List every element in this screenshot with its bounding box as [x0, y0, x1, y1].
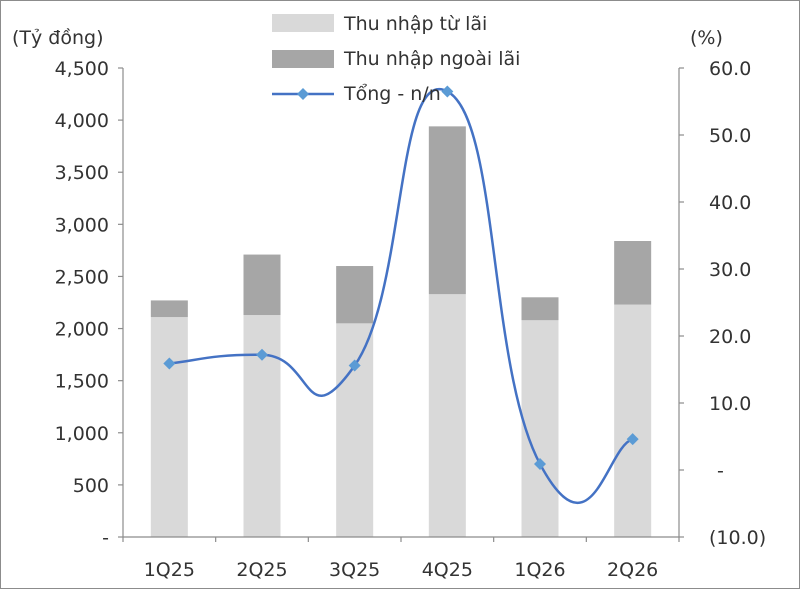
total-yoy-point-2q25: [256, 348, 268, 361]
total-yoy-line: [169, 87, 634, 505]
left-tick-label: 4,500: [55, 58, 109, 80]
right-tick-label: 40.0: [709, 192, 751, 214]
bar-non-interest-2q25: [243, 254, 281, 316]
bar-non-interest-4q25: [428, 126, 466, 295]
line-layer: [163, 85, 639, 505]
bar-interest-4q25: [428, 294, 466, 537]
bar-interest-3q25: [336, 323, 374, 537]
bar-non-interest-1q26: [521, 297, 559, 321]
right-tick-label: -: [717, 460, 724, 482]
right-tick-label: 50.0: [709, 125, 751, 147]
bars-layer: [150, 126, 652, 537]
axes-layer: [122, 68, 680, 538]
left-tick-label: -: [102, 527, 109, 549]
total-yoy-point-1q25: [163, 357, 176, 370]
left-tick-label: 2,000: [55, 319, 109, 341]
legend-label-total-yoy: Tổng - n/n: [343, 83, 441, 105]
right-tick-label: (10.0): [709, 527, 766, 549]
left-tick-label: 3,500: [55, 162, 109, 184]
x-tick-label-1q25: 1Q25: [144, 559, 195, 581]
legend-label-non-interest-income: Thu nhập ngoài lãi: [343, 48, 520, 70]
total-yoy-point-3q25: [348, 359, 361, 372]
bar-interest-2q25: [243, 315, 281, 537]
x-tick-label-2q26: 2Q26: [607, 559, 658, 581]
x-tick-label-4q25: 4Q25: [422, 559, 473, 581]
legend-swatch-interest-income: [272, 14, 334, 32]
left-tick-label: 3,000: [55, 214, 109, 236]
total-yoy-point-2q26: [626, 433, 639, 446]
left-tick-label: 4,000: [55, 110, 109, 132]
right-axis-unit-label: (%): [690, 27, 723, 49]
bar-non-interest-2q26: [614, 241, 652, 305]
total-yoy-point-4q25: [441, 85, 454, 98]
left-tick-label: 2,500: [55, 266, 109, 288]
ticks-layer: - 500 1,000 1,500 2,000 2,500 3,000 3,500 4,000 4…: [55, 58, 767, 581]
x-tick-label-3q25: 3Q25: [329, 559, 380, 581]
left-tick-label: 500: [73, 475, 109, 497]
bar-non-interest-3q25: [336, 266, 374, 324]
x-tick-label-1q26: 1Q26: [514, 559, 565, 581]
legend: Thu nhập từ lãi Thu nhập ngoài lãi Tổng …: [272, 13, 520, 105]
legend-swatch-non-interest-income: [272, 50, 334, 68]
left-axis-unit-label: (Tỷ đồng): [12, 27, 104, 49]
legend-marker-total-yoy: [297, 88, 309, 100]
right-tick-label: 60.0: [709, 58, 751, 80]
right-tick-label: 10.0: [709, 393, 751, 415]
x-tick-label-2q25: 2Q25: [236, 559, 287, 581]
total-yoy-point-1q26: [534, 457, 546, 470]
legend-label-interest-income: Thu nhập từ lãi: [343, 13, 487, 35]
right-tick-label: 30.0: [709, 259, 751, 281]
bar-interest-1q25: [150, 317, 188, 537]
right-tick-label: 20.0: [709, 326, 751, 348]
bar-interest-1q26: [521, 320, 559, 537]
left-tick-label: 1,000: [55, 423, 109, 445]
bar-non-interest-1q25: [150, 300, 188, 318]
bar-interest-2q26: [614, 304, 652, 537]
left-tick-label: 1,500: [55, 371, 109, 393]
